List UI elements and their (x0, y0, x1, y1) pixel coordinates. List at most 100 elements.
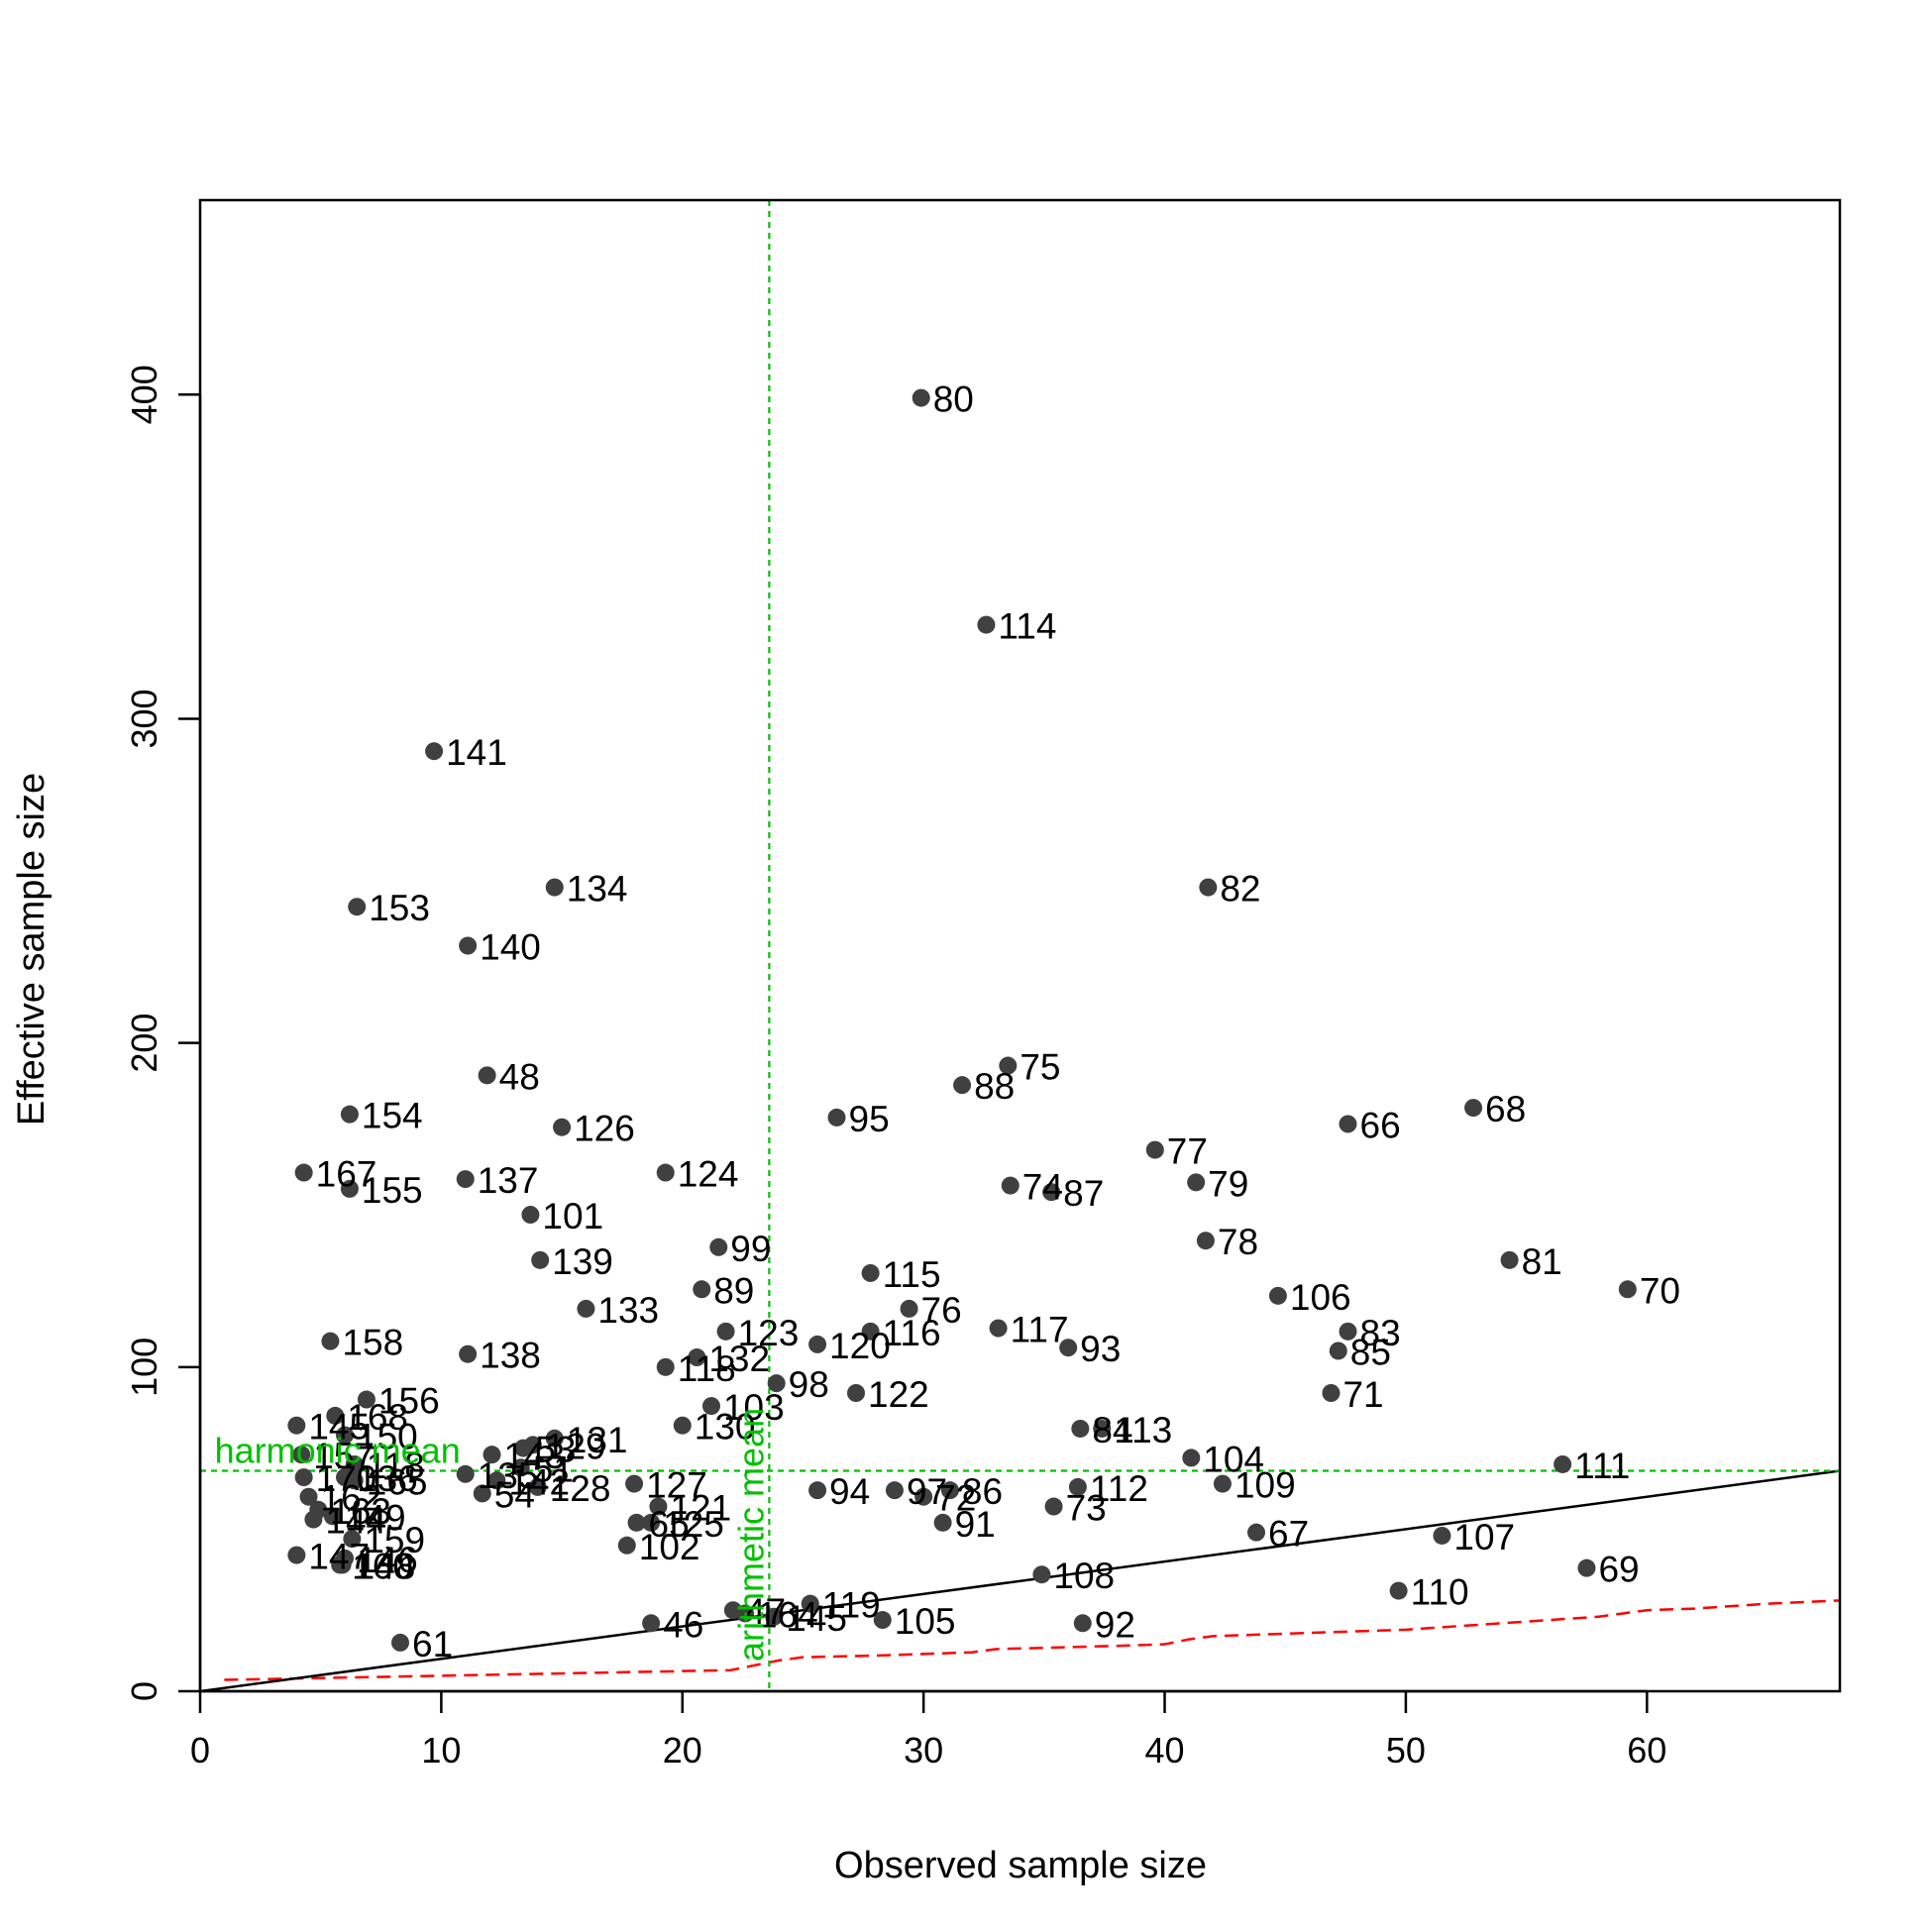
data-point (1199, 878, 1218, 897)
data-point (1093, 1419, 1112, 1438)
data-point (1059, 1339, 1078, 1357)
data-point (1247, 1523, 1266, 1542)
point-label: 114 (998, 606, 1056, 647)
point-label: 113 (1114, 1410, 1172, 1450)
data-point (331, 1556, 350, 1574)
data-point (553, 1118, 572, 1136)
point-label: 87 (1063, 1173, 1104, 1214)
point-label: 69 (1598, 1550, 1639, 1590)
x-tick-label: 0 (190, 1730, 210, 1771)
data-point (345, 1471, 364, 1490)
point-label: 82 (1220, 869, 1260, 910)
point-label: 116 (883, 1313, 941, 1353)
point-label: 133 (597, 1290, 659, 1331)
data-point (459, 936, 478, 955)
data-point (483, 1446, 501, 1464)
data-point (847, 1384, 865, 1402)
y-tick-label: 0 (124, 1681, 164, 1701)
point-label: 75 (1020, 1047, 1060, 1088)
arithmetic-mean-label: arithmetic mean (730, 1408, 771, 1662)
data-point (514, 1439, 533, 1457)
point-label: 81 (1522, 1241, 1562, 1282)
data-point (287, 1416, 306, 1435)
x-tick-label: 60 (1627, 1730, 1666, 1771)
data-point (456, 1170, 475, 1189)
identity-line (200, 1469, 1840, 1691)
data-point (688, 1348, 706, 1367)
point-label: 158 (342, 1323, 403, 1363)
data-point (953, 1076, 972, 1095)
point-label: 79 (1208, 1163, 1248, 1204)
data-point (716, 1322, 735, 1341)
y-axis-label: Effective sample size (11, 773, 53, 1126)
point-label: 93 (1080, 1329, 1121, 1369)
point-label: 120 (829, 1326, 891, 1366)
data-point (531, 1250, 550, 1269)
x-tick-label: 50 (1386, 1730, 1426, 1771)
data-point (391, 1633, 410, 1652)
data-point (912, 388, 930, 407)
point-label: 164 (757, 1594, 818, 1635)
data-point (999, 1056, 1018, 1075)
data-point (528, 1477, 547, 1496)
data-point (736, 1604, 755, 1623)
point-label: 143 (503, 1436, 565, 1476)
point-label: 65 (649, 1504, 690, 1545)
point-label: 129 (545, 1426, 606, 1466)
point-label: 109 (1234, 1465, 1296, 1506)
data-point (940, 1481, 959, 1500)
point-label: 78 (1218, 1222, 1258, 1262)
data-point (577, 1299, 595, 1318)
data-point (933, 1513, 952, 1532)
data-point (1389, 1581, 1408, 1600)
data-point (1213, 1474, 1232, 1493)
point-label: 145 (786, 1598, 847, 1639)
data-point (294, 1468, 313, 1487)
point-label: 118 (678, 1348, 736, 1389)
point-label: 99 (730, 1229, 771, 1269)
point-label: 48 (499, 1056, 540, 1097)
point-label: 170 (316, 1458, 377, 1499)
data-point (642, 1614, 661, 1633)
data-point (1187, 1173, 1206, 1192)
point-label: 83 (1360, 1313, 1401, 1353)
x-tick-label: 10 (421, 1730, 461, 1771)
lower-bound-line (224, 1599, 1840, 1681)
data-point (873, 1611, 892, 1630)
point-label: 148 (355, 1546, 416, 1586)
point-label: 88 (974, 1066, 1015, 1107)
data-point (487, 1471, 506, 1490)
data-point (1042, 1183, 1061, 1202)
data-point (808, 1481, 827, 1500)
point-label: 139 (552, 1241, 613, 1282)
data-point (642, 1513, 661, 1532)
point-label: 163 (330, 1491, 391, 1532)
data-point (357, 1390, 376, 1409)
data-point (656, 1357, 675, 1376)
point-label: 107 (1453, 1517, 1515, 1557)
point-label: 126 (574, 1109, 635, 1149)
data-point (1268, 1286, 1287, 1305)
x-axis-label: Observed sample size (834, 1845, 1207, 1886)
point-label: 132 (708, 1339, 770, 1379)
y-tick-label: 100 (124, 1338, 164, 1397)
point-label: 103 (723, 1387, 785, 1428)
data-point (456, 1464, 475, 1483)
data-point (861, 1322, 880, 1341)
point-label: 138 (480, 1336, 541, 1376)
point-label: 128 (550, 1468, 611, 1509)
data-point (693, 1280, 711, 1299)
data-point (521, 1206, 540, 1225)
point-label: 147 (308, 1537, 370, 1577)
point-label: 130 (695, 1407, 756, 1448)
point-label: 85 (1350, 1332, 1391, 1372)
point-label: 144 (325, 1501, 386, 1542)
data-point (348, 898, 367, 916)
point-label: 154 (362, 1096, 423, 1136)
point-label: 91 (955, 1504, 996, 1545)
data-point (1618, 1280, 1637, 1299)
data-point (1322, 1384, 1341, 1402)
data-point (885, 1481, 904, 1500)
data-point (340, 1179, 359, 1198)
data-point (1001, 1176, 1020, 1195)
